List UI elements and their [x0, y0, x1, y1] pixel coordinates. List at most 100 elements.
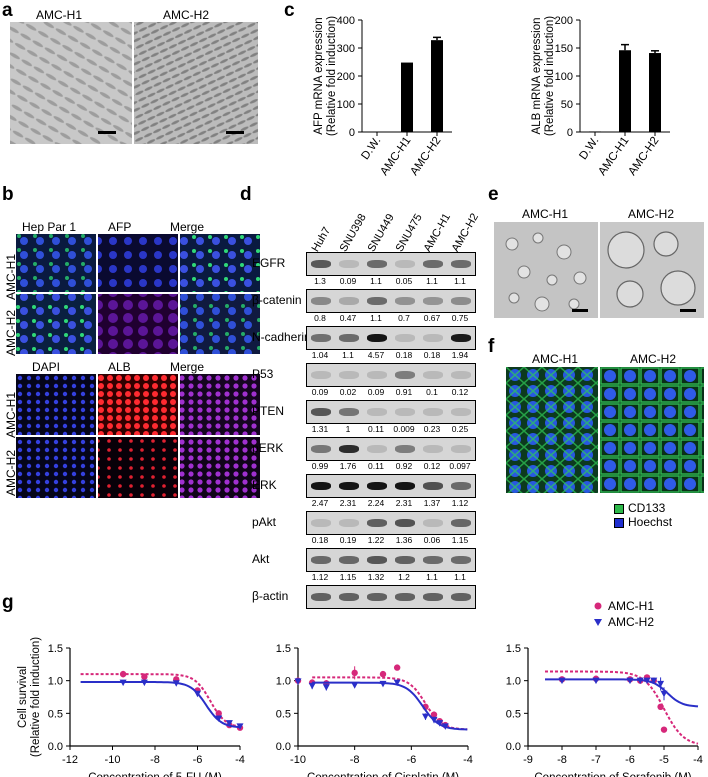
- band: [395, 482, 415, 490]
- band: [367, 334, 387, 342]
- y-tick-label: 0.5: [276, 708, 291, 720]
- panel-label-b: b: [2, 184, 14, 205]
- point-AMC-H1: [119, 670, 127, 678]
- protein-label: β-actin: [252, 589, 289, 603]
- x-tick-label: -4: [235, 754, 245, 766]
- y-tick-label: 50: [561, 99, 573, 111]
- band-quant: 0.19: [339, 535, 357, 545]
- protein-label: PTEN: [252, 404, 285, 418]
- y-tick-label: 1.0: [506, 676, 521, 688]
- y-tick-label: 100: [337, 99, 355, 111]
- band: [339, 334, 359, 342]
- y-tick-label: 1.0: [276, 676, 291, 688]
- y-tick-label: 0.5: [48, 708, 63, 720]
- band-quant: 1.3: [314, 276, 326, 286]
- cd133-image-amc-h1: [506, 367, 598, 493]
- spheroid-image-amc-h2: [600, 222, 704, 318]
- band-quant: 1.32: [367, 572, 385, 582]
- point-AMC-H2: [236, 723, 244, 730]
- if-alb-svg: [16, 374, 260, 498]
- immunofluorescence-afp-grid: [16, 234, 260, 354]
- band-quant: 1.22: [367, 535, 385, 545]
- band: [367, 260, 387, 268]
- x-tick-label: -7: [591, 754, 601, 766]
- panel-e-caption-1: AMC-H1: [522, 207, 569, 221]
- band-quant: 0.25: [451, 424, 469, 434]
- band: [367, 519, 387, 527]
- col-label-merge-bottom: Merge: [170, 360, 205, 374]
- y-tick-label: 400: [337, 15, 355, 27]
- bar-AMC-H1: [619, 50, 631, 132]
- protein-label: pAkt: [252, 515, 277, 529]
- lane-label: SNU449: [365, 211, 397, 254]
- band: [311, 297, 331, 305]
- band-quant: 0.91: [395, 387, 413, 397]
- panel-label-f: f: [488, 336, 495, 357]
- y-tick-label: 0.0: [506, 741, 521, 753]
- band-quant: 0.09: [311, 387, 329, 397]
- blot-strip: [306, 511, 476, 535]
- bar-AMC-H1: [401, 62, 413, 133]
- point-AMC-H1: [379, 670, 387, 678]
- point-AMC-H2: [215, 715, 223, 723]
- fit-curve-AMC-H2: [80, 681, 241, 729]
- point-AMC-H2: [441, 723, 449, 730]
- band: [451, 482, 471, 490]
- fit-curve-AMC-H1: [545, 670, 699, 745]
- band-quant: 1.1: [454, 572, 466, 582]
- band: [367, 556, 387, 564]
- band: [311, 556, 331, 564]
- band: [395, 519, 415, 527]
- band: [451, 408, 471, 416]
- band-quant: 2.31: [395, 498, 413, 508]
- band-quant: 1.04: [311, 350, 329, 360]
- band: [451, 593, 471, 601]
- band-quant: 0.47: [339, 313, 357, 323]
- point-AMC-H2: [308, 682, 316, 690]
- band-quant: 0.18: [395, 350, 413, 360]
- y-tick-label: 1.5: [276, 643, 291, 655]
- point-AMC-H2: [626, 677, 634, 685]
- y-tick-label: 0: [567, 127, 573, 139]
- y-axis-label-line: (Relative fold induction): [326, 16, 338, 136]
- band-quant: 0.99: [311, 461, 329, 471]
- micrograph-a-h2-svg: [134, 22, 258, 144]
- band-quant: 0.05: [395, 276, 413, 286]
- band-quant: 1.1: [370, 276, 382, 286]
- immunofluorescence-alb-grid: [16, 374, 260, 498]
- band-quant: 0.11: [368, 424, 384, 434]
- legend-label-AMC-H1: AMC-H1: [608, 599, 654, 613]
- point-AMC-H2: [194, 690, 201, 698]
- band-quant: 0.02: [339, 387, 357, 397]
- point-AMC-H1: [430, 711, 438, 718]
- band: [311, 371, 331, 379]
- x-tick-label: -4: [463, 754, 473, 766]
- band-quant: 0.097: [449, 461, 471, 471]
- band-quant: 1.12: [311, 572, 329, 582]
- fit-curve-AMC-H2: [545, 678, 699, 708]
- band-quant: 0.8: [314, 313, 326, 323]
- point-AMC-H1: [660, 726, 668, 733]
- blot-strip: [306, 326, 476, 350]
- point-AMC-H2: [422, 713, 429, 721]
- point-AMC-H2: [592, 677, 600, 685]
- dose-chart-g-2: 0.0 0.5 1.0 1.5 -10 -8 -6 -4 Concentration of Ci…: [276, 643, 473, 777]
- panel-a-caption-2: AMC-H2: [163, 8, 210, 22]
- y-axis-label: Cell survival(Relative fold induction): [17, 637, 42, 757]
- band: [451, 556, 471, 564]
- protein-label: N-cadherin: [252, 330, 311, 344]
- band: [311, 334, 331, 342]
- bar-AMC-H2: [431, 40, 443, 132]
- band: [311, 408, 331, 416]
- band-quant: 0.92: [395, 461, 413, 471]
- protein-label: EGFR: [252, 256, 286, 270]
- protein-label: Akt: [252, 552, 270, 566]
- point-AMC-H2: [558, 677, 566, 685]
- band: [423, 260, 443, 268]
- band-quant: 1.76: [339, 461, 357, 471]
- point-AMC-H2: [636, 677, 644, 685]
- band: [339, 519, 359, 527]
- bar-AMC-H2: [649, 53, 661, 132]
